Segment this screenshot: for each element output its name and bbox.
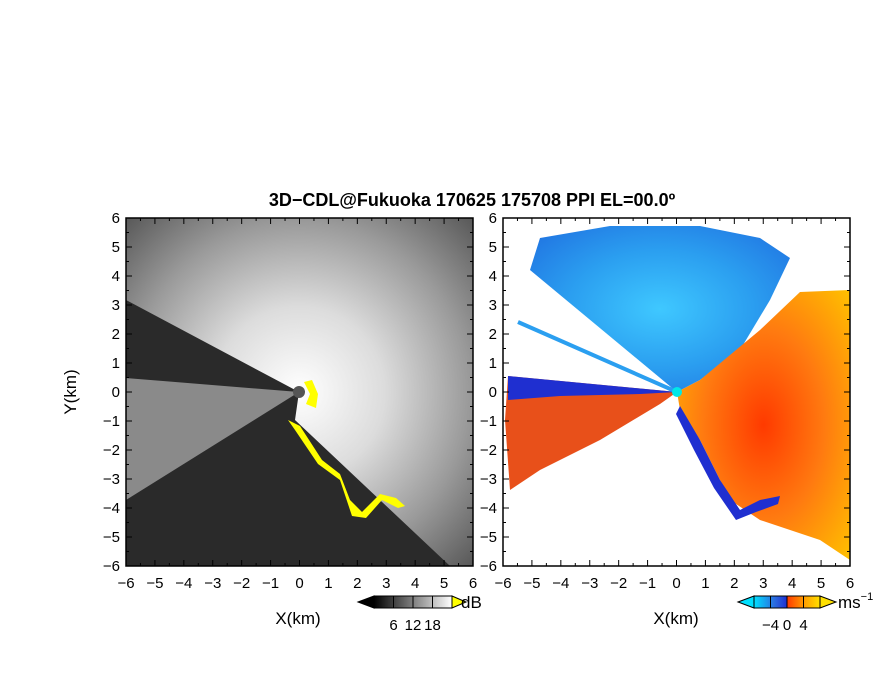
velocity-colorbar-under-arrow [736,595,755,609]
y-tick-label: 3 [489,297,497,314]
y-tick-label: −3 [103,471,120,488]
y-tick-label: 5 [489,239,497,256]
velocity-colorbar-unit-exponent: −1 [861,591,874,603]
reflectivity-axis-ticks: −6 −5 −4 −3 −2 −1 0 1 2 3 4 5 6 6 5 4 3 2 1 0 −1 −2 −3 −4 −5 −6 [103,210,477,592]
x-tick-label: −6 [494,575,511,592]
velocity-colorbar-unit: ms−1 [838,591,873,612]
figure-title: 3D−CDL@Fukuoka 170625 175708 PPI EL=00.0… [269,190,676,210]
reflectivity-panel: −6 −5 −4 −3 −2 −1 0 1 2 3 4 5 6 6 5 4 3 2 1 0 −1 −2 −3 −4 −5 −6 [103,210,477,592]
x-tick-label: 1 [324,575,332,592]
y-tick-label: −1 [103,413,120,430]
y-tick-label: 3 [112,297,120,314]
y-tick-label: −5 [480,529,497,546]
x-tick-label: −2 [233,575,250,592]
x-tick-label: −1 [639,575,656,592]
x-tick-label: −4 [175,575,192,592]
velocity-negative-sector [530,226,790,392]
velocity-colorbar-over-arrow [819,595,838,609]
y-tick-label: −6 [480,558,497,575]
reflectivity-field [126,218,473,566]
x-tick-label: 2 [353,575,361,592]
velocity-nw-beam [517,320,678,394]
y-tick-label: 0 [489,384,497,401]
colorbar-tick-label: 18 [424,617,441,634]
x-tick-label: 2 [730,575,738,592]
y-tick-label: 6 [489,210,497,227]
y-tick-label: −3 [480,471,497,488]
y-tick-label: −2 [103,442,120,459]
velocity-colorbar-unit-base: ms [838,593,861,612]
y-axis-label: Y(km) [61,369,80,414]
reflectivity-threshold-edge [288,420,405,518]
velocity-west-sector-edge [508,376,677,400]
x-tick-label: −4 [552,575,569,592]
y-tick-label: −1 [480,413,497,430]
y-tick-label: 4 [112,268,120,285]
x-tick-label: −1 [262,575,279,592]
x-axis-label-left: X(km) [275,609,320,628]
velocity-radar-site [672,387,682,397]
reflectivity-colorbar-ticks: 6 12 18 [389,596,441,634]
x-tick-label: 5 [817,575,825,592]
x-tick-label: 0 [295,575,303,592]
y-tick-label: −4 [480,500,497,517]
x-tick-label: 1 [701,575,709,592]
colorbar-tick-label: 12 [405,617,422,634]
x-tick-label: 4 [788,575,796,592]
y-tick-label: −2 [480,442,497,459]
colorbar-tick-label: 6 [389,617,397,634]
velocity-axis-ticks: −6 −5 −4 −3 −2 −1 0 1 2 3 4 5 6 6 5 4 3 2 1 0 −1 −2 −3 −4 −5 −6 [480,210,854,592]
x-tick-label: 6 [469,575,477,592]
x-axis-label-right: X(km) [653,609,698,628]
x-tick-label: 0 [672,575,680,592]
reflectivity-colorbar-under-arrow [356,595,375,609]
y-tick-label: 5 [112,239,120,256]
y-tick-label: −6 [103,558,120,575]
x-tick-label: 3 [382,575,390,592]
y-tick-label: 1 [112,355,120,372]
reflectivity-threshold-near [304,380,318,408]
x-tick-label: −5 [523,575,540,592]
velocity-southeast-edge [676,406,780,520]
colorbar-tick-label: 4 [799,617,807,634]
y-tick-label: 2 [112,326,120,343]
radar-site-marker [293,386,305,398]
reflectivity-echo-west-sector [126,378,299,500]
reflectivity-colorbar-over-arrow [451,595,468,609]
y-tick-label: 6 [112,210,120,227]
x-tick-label: 3 [759,575,767,592]
velocity-west-sector [505,376,677,490]
x-tick-label: 4 [411,575,419,592]
x-tick-label: −6 [117,575,134,592]
x-tick-label: 5 [440,575,448,592]
x-tick-label: −2 [610,575,627,592]
y-tick-label: 4 [489,268,497,285]
y-tick-label: 1 [489,355,497,372]
velocity-panel: −6 −5 −4 −3 −2 −1 0 1 2 3 4 5 6 6 5 4 3 2 1 0 −1 −2 −3 −4 −5 −6 [480,210,854,592]
velocity-field [503,218,850,566]
x-tick-label: −5 [146,575,163,592]
y-tick-label: −4 [103,500,120,517]
y-tick-label: −5 [103,529,120,546]
x-tick-label: −3 [204,575,221,592]
colorbar-tick-label: 0 [783,617,791,634]
colorbar-tick-label: −4 [762,617,779,634]
y-tick-label: 2 [489,326,497,343]
velocity-colorbar-ticks: −4 0 4 [762,596,808,634]
velocity-colorbar: −4 0 4 ms−1 [736,591,873,634]
velocity-positive-sector [677,290,850,560]
reflectivity-colorbar-unit: dB [461,593,482,612]
reflectivity-colorbar: 6 12 18 dB [356,593,482,634]
x-tick-label: −3 [581,575,598,592]
x-tick-label: 6 [846,575,854,592]
y-tick-label: 0 [112,384,120,401]
